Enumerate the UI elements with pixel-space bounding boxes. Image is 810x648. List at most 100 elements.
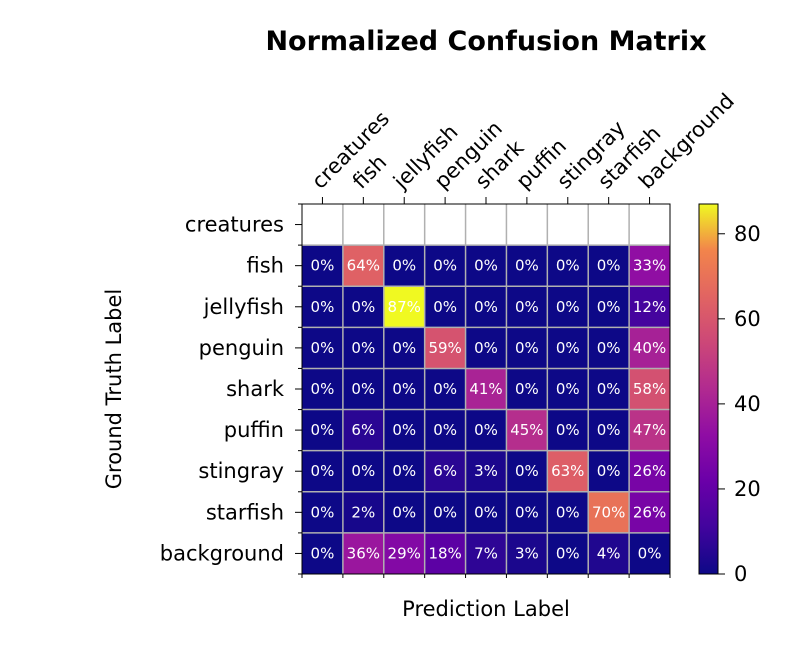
heatmap-cell	[383, 450, 425, 492]
cell-value-label: 0%	[556, 298, 580, 316]
heatmap-cell	[547, 286, 589, 328]
heatmap-cell	[506, 286, 548, 328]
cell-value-label: 0%	[433, 298, 457, 316]
colorbar-tick-label: 80	[734, 222, 761, 246]
axis-ticks: creatures fish jellyfish penguin shark puffin…	[160, 89, 739, 578]
cell-value-label: 0%	[597, 257, 621, 275]
cell-value-label: 18%	[428, 544, 461, 562]
cell-value-label: 0%	[556, 339, 580, 357]
cell-value-label: 6%	[433, 462, 457, 480]
heatmap-cell	[547, 491, 589, 533]
cell-value-label: 26%	[633, 462, 666, 480]
cell-value-label: 0%	[556, 421, 580, 439]
cell-value-label: 64%	[347, 257, 380, 275]
heatmap-cell	[588, 532, 630, 574]
colorbar-gradient	[698, 203, 719, 575]
cell-value-label: 0%	[392, 380, 416, 398]
heatmap-cell	[302, 368, 343, 410]
cell-value-label: 63%	[551, 462, 584, 480]
heatmap-cell	[588, 450, 630, 492]
heatmap-cell	[547, 327, 589, 369]
heatmap-cell	[424, 245, 466, 287]
cell-value-label: 87%	[388, 298, 421, 316]
heatmap-cell	[506, 327, 548, 369]
heatmap-cell	[383, 491, 425, 533]
heatmap-cell	[465, 368, 507, 410]
heatmap-cell	[342, 532, 384, 574]
heatmap-cell	[383, 409, 425, 451]
cell-value-label: 0%	[597, 298, 621, 316]
cell-value-label: 0%	[351, 462, 375, 480]
cell-value-label: 6%	[351, 421, 375, 439]
heatmap-cell	[424, 491, 466, 533]
heatmap-cell	[302, 491, 343, 533]
y-tick-label: shark	[226, 377, 285, 401]
heatmap-cell	[588, 245, 630, 287]
heatmap-cell	[342, 409, 384, 451]
cell-value-label: 59%	[428, 339, 461, 357]
heatmap-cell	[424, 327, 466, 369]
cell-value-label: 2%	[351, 503, 375, 521]
heatmap-cell	[588, 286, 630, 328]
cell-value-label: 0%	[311, 462, 335, 480]
heatmap-cell	[588, 491, 630, 533]
heatmap-cell	[465, 409, 507, 451]
heatmap-cell	[629, 532, 670, 574]
y-tick-label: puffin	[224, 418, 284, 442]
heatmap-cell	[629, 491, 670, 533]
y-tick-label: fish	[247, 254, 284, 278]
cell-value-label: 0%	[433, 380, 457, 398]
heatmap-cell	[302, 450, 343, 492]
cell-value-label: 0%	[515, 380, 539, 398]
heatmap-cell	[342, 368, 384, 410]
cell-value-label: 0%	[311, 544, 335, 562]
cell-value-label: 0%	[597, 462, 621, 480]
heatmap-cell	[629, 368, 670, 410]
heatmap-cell	[629, 450, 670, 492]
heatmap-cell	[506, 491, 548, 533]
heatmap-cell	[302, 327, 343, 369]
colorbar-tick-label: 20	[734, 477, 761, 501]
cell-value-label: 0%	[392, 421, 416, 439]
heatmap-grid	[302, 204, 670, 574]
heatmap-cell	[465, 286, 507, 328]
heatmap-cell	[547, 204, 589, 246]
colorbar: 0 20 40 60 80	[698, 203, 761, 586]
cell-value-label: 70%	[592, 503, 625, 521]
heatmap-cell	[588, 409, 630, 451]
heatmap-cell	[383, 368, 425, 410]
cell-value-label: 0%	[474, 257, 498, 275]
cell-value-label: 0%	[351, 380, 375, 398]
heatmap-cell	[629, 327, 670, 369]
heatmap-cells: 0% 64% 0% 0% 0% 0% 0% 0% 33% 0% 0% 87% 0% 0% 0% 0% 0% 12%…	[302, 204, 670, 574]
cell-value-label: 0%	[556, 257, 580, 275]
cell-value-label: 4%	[597, 544, 621, 562]
heatmap-cell	[465, 532, 507, 574]
heatmap-cell	[547, 245, 589, 287]
heatmap-cell	[465, 245, 507, 287]
heatmap-cell	[383, 204, 425, 246]
heatmap-cell	[506, 204, 548, 246]
heatmap-cell	[629, 204, 670, 246]
colorbar-tick-label: 60	[734, 307, 761, 331]
heatmap-cell	[383, 286, 425, 328]
heatmap-cell	[629, 409, 670, 451]
cell-value-label: 0%	[311, 257, 335, 275]
cell-value-label: 0%	[392, 462, 416, 480]
heatmap-cell	[342, 286, 384, 328]
heatmap-cell	[302, 204, 343, 246]
cell-value-label: 0%	[556, 503, 580, 521]
heatmap-cell	[465, 327, 507, 369]
cell-value-label: 33%	[633, 257, 666, 275]
cell-value-label: 0%	[515, 503, 539, 521]
heatmap-cell	[465, 450, 507, 492]
heatmap-cell	[588, 327, 630, 369]
cell-value-label: 0%	[392, 503, 416, 521]
cell-value-label: 0%	[311, 421, 335, 439]
cell-value-label: 12%	[633, 298, 666, 316]
heatmap-cell	[547, 368, 589, 410]
y-tick-label: penguin	[199, 336, 284, 360]
y-tick-label: jellyfish	[203, 295, 284, 319]
cell-value-label: 26%	[633, 503, 666, 521]
y-tick-label: creatures	[185, 213, 284, 237]
